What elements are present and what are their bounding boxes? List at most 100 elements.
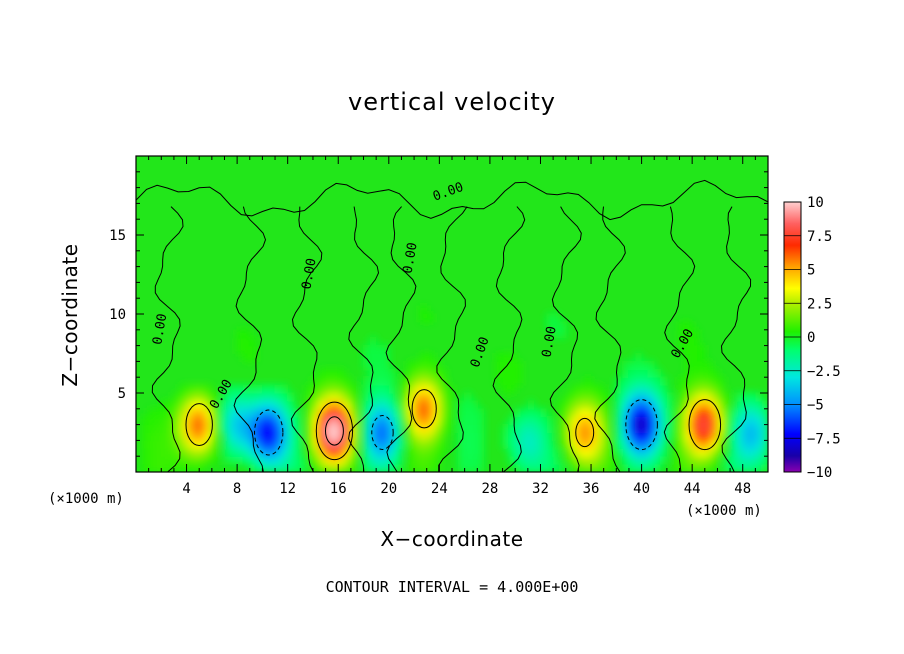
- colorbar-tick-label: −5: [807, 398, 824, 414]
- field-cell: [400, 400, 409, 410]
- field-cell: [337, 463, 346, 472]
- field-cell: [464, 447, 472, 457]
- field-cell: [331, 432, 339, 441]
- field-cell: [217, 424, 225, 433]
- field-cell: [571, 455, 579, 465]
- field-cell: [546, 432, 554, 441]
- field-cell: [287, 447, 295, 457]
- field-cell: [546, 463, 554, 472]
- field-cell: [268, 463, 276, 472]
- field-cell: [666, 424, 674, 433]
- field-cell: [388, 447, 396, 457]
- field-cell: [514, 360, 523, 370]
- field-cell: [179, 439, 188, 449]
- field-cell: [590, 384, 598, 394]
- field-cell: [312, 455, 320, 465]
- x-unit-right: (×1000 m): [686, 503, 762, 519]
- field-cell: [596, 447, 605, 457]
- field-cell: [419, 313, 428, 323]
- field-cell: [299, 463, 308, 472]
- field-cell: [186, 416, 194, 426]
- field-cell: [236, 392, 244, 402]
- field-cell: [274, 400, 282, 410]
- field-cell: [318, 439, 327, 449]
- field-cell: [280, 416, 289, 426]
- field-cell: [521, 455, 529, 465]
- field-cell: [426, 432, 434, 441]
- field-cell: [413, 463, 421, 472]
- field-cell: [754, 408, 763, 418]
- field-cell: [502, 353, 510, 362]
- field-cell: [394, 408, 402, 418]
- field-cell: [622, 424, 630, 433]
- field-cell: [596, 392, 605, 402]
- field-cell: [173, 400, 181, 410]
- colorbar-tick-label: −10: [807, 465, 832, 481]
- field-cell: [533, 424, 541, 433]
- field-cell: [603, 408, 611, 418]
- field-cell: [261, 400, 270, 410]
- field-cell: [426, 368, 434, 378]
- field-cell: [470, 463, 478, 472]
- field-cell: [761, 463, 768, 472]
- field-cell: [685, 345, 693, 354]
- field-cell: [628, 463, 636, 472]
- field-cell: [255, 432, 263, 441]
- field-cell: [167, 463, 175, 472]
- field-cell: [691, 408, 699, 418]
- x-tick-label: 28: [481, 481, 498, 497]
- field-cell: [539, 463, 548, 472]
- field-cell: [754, 416, 763, 426]
- field-cell: [571, 384, 579, 394]
- field-cell: [205, 400, 213, 410]
- field-cell: [337, 432, 346, 441]
- field-cell: [249, 353, 257, 362]
- field-cell: [331, 455, 339, 465]
- field-cell: [438, 392, 447, 402]
- field-cell: [306, 400, 314, 410]
- field-cell: [350, 400, 358, 410]
- field-cell: [495, 353, 504, 362]
- field-cell: [558, 439, 567, 449]
- field-cell: [426, 439, 434, 449]
- field-cell: [186, 432, 194, 441]
- field-cell: [141, 432, 150, 441]
- field-cell: [729, 432, 737, 441]
- field-cell: [647, 447, 655, 457]
- field-cell: [735, 439, 744, 449]
- field-cell: [748, 439, 756, 449]
- field-cell: [173, 447, 181, 457]
- field-cell: [223, 432, 232, 441]
- field-cell: [584, 447, 592, 457]
- field-cell: [306, 447, 314, 457]
- field-cell: [685, 392, 693, 402]
- field-cell: [375, 463, 383, 472]
- field-cell: [660, 439, 668, 449]
- field-cell: [691, 455, 699, 465]
- field-cell: [685, 376, 693, 386]
- field-cell: [438, 376, 447, 386]
- field-cell: [407, 463, 415, 472]
- field-cell: [666, 432, 674, 441]
- field-cell: [205, 416, 213, 426]
- field-cell: [590, 463, 598, 472]
- field-cell: [249, 463, 257, 472]
- field-cell: [546, 416, 554, 426]
- field-cell: [615, 392, 624, 402]
- field-cell: [527, 447, 535, 457]
- field-cell: [230, 392, 238, 402]
- field-cell: [419, 384, 428, 394]
- field-cell: [375, 416, 383, 426]
- field-cell: [426, 455, 434, 465]
- field-cell: [337, 384, 346, 394]
- field-cell: [312, 439, 320, 449]
- field-cell: [476, 408, 485, 418]
- field-cell: [306, 384, 314, 394]
- field-cell: [691, 345, 699, 354]
- field-cell: [470, 447, 478, 457]
- field-cell: [249, 408, 257, 418]
- field-cell: [761, 400, 768, 410]
- field-cell: [426, 400, 434, 410]
- field-cell: [274, 447, 282, 457]
- field-cell: [287, 455, 295, 465]
